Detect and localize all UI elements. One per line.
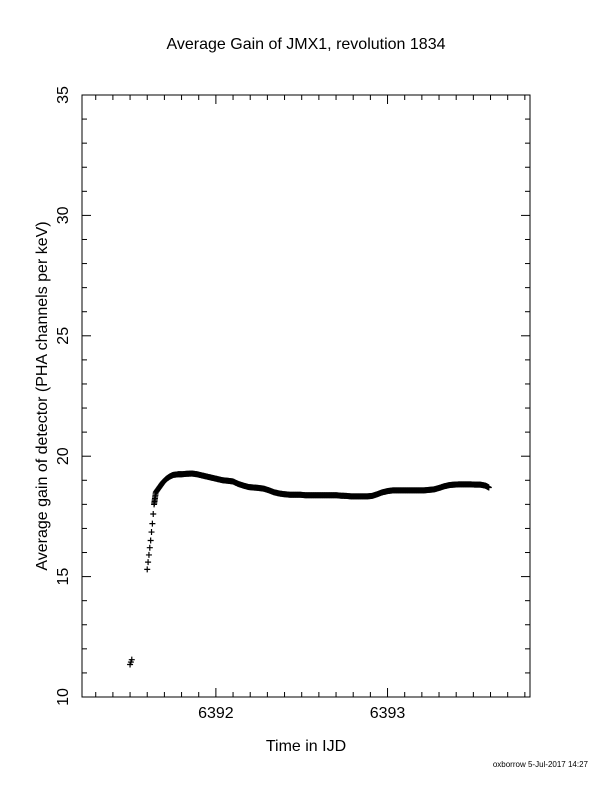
y-tick-label: 35 bbox=[55, 86, 72, 104]
y-tick-label: 25 bbox=[55, 327, 72, 345]
data-points bbox=[127, 470, 492, 668]
chart-title: Average Gain of JMX1, revolution 1834 bbox=[166, 36, 446, 53]
data-point bbox=[485, 484, 492, 491]
data-point bbox=[127, 659, 134, 666]
y-tick-label: 10 bbox=[55, 688, 72, 706]
x-axis-label: Time in IJD bbox=[265, 738, 347, 755]
data-point bbox=[149, 520, 156, 527]
tick-labels: 10 15 20 25 30 35 6392 6393 bbox=[55, 86, 405, 722]
axis-ticks bbox=[82, 94, 530, 698]
x-tick-label: 6392 bbox=[198, 705, 234, 722]
y-tick-label: 15 bbox=[55, 568, 72, 586]
data-point bbox=[145, 551, 152, 558]
y-tick-label: 30 bbox=[55, 206, 72, 224]
y-tick-label: 20 bbox=[55, 447, 72, 465]
data-point bbox=[150, 510, 157, 517]
x-tick-label: 6393 bbox=[370, 705, 406, 722]
data-point bbox=[144, 566, 151, 573]
data-point bbox=[147, 537, 154, 544]
data-point bbox=[148, 529, 155, 536]
y-axis-label: Average gain of detector (PHA channels p… bbox=[34, 221, 51, 570]
data-point bbox=[145, 559, 152, 566]
plot-frame bbox=[81, 94, 531, 698]
data-point bbox=[146, 544, 153, 551]
footer-stamp: oxborrow 5-Jul-2017 14:27 bbox=[492, 760, 588, 769]
